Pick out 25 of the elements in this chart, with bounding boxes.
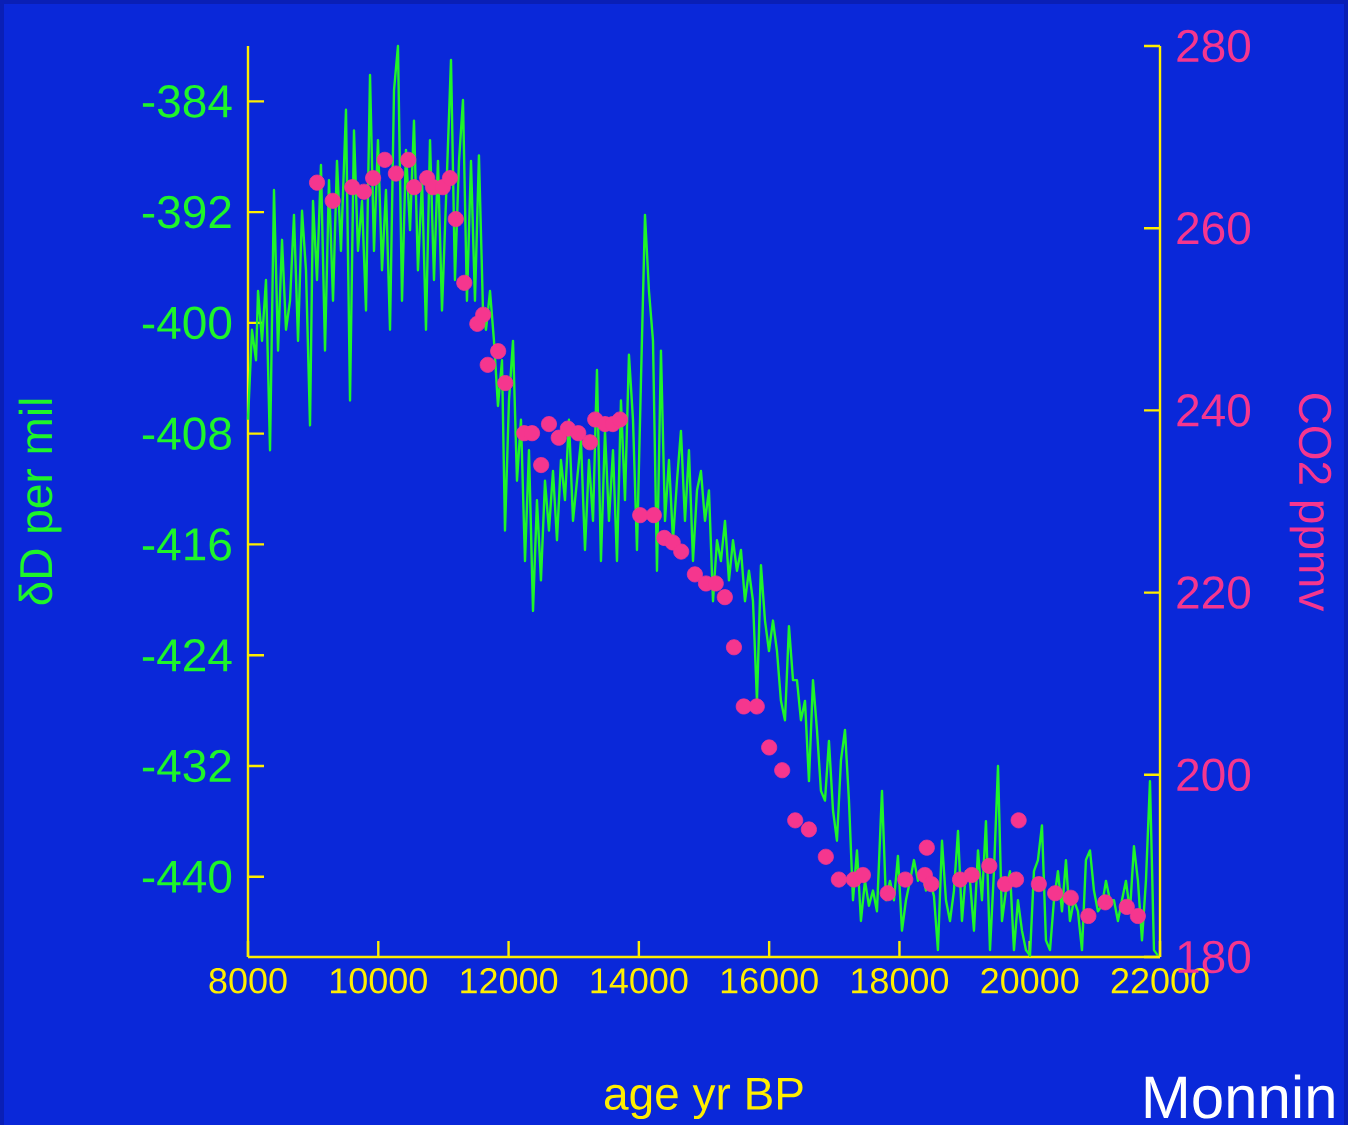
text: Monnin	[1145, 1074, 1334, 1119]
y-tick-label: -432	[142, 749, 231, 783]
y-axis-title: δD per mil	[18, 399, 62, 605]
y2-tick-label: 260	[1177, 211, 1251, 245]
y-tick-label: -440	[142, 860, 232, 893]
y-tick-label: -400	[142, 306, 232, 340]
x-tick-label: 14000	[591, 968, 688, 994]
y2-tick-label: 200	[1177, 758, 1251, 792]
y-tick-label: -392	[142, 195, 231, 229]
y-tick-label: -408	[142, 417, 231, 450]
x-axis-title: age yr BP	[604, 1077, 803, 1120]
line-series	[246, 44, 1160, 957]
y2-tick-label: 220	[1177, 576, 1251, 609]
x-tick-label: 12000	[461, 968, 558, 994]
y2-tick-label: 280	[1177, 29, 1251, 63]
x-tick-label: 16000	[721, 968, 818, 994]
y-tick-label: -384	[142, 85, 232, 118]
x-tick-label: 8000	[209, 968, 287, 994]
y2-tick-label: 240	[1177, 394, 1251, 427]
y2-axis-title: CO2 ppmv	[1289, 393, 1332, 612]
y-tick-label: -424	[142, 639, 232, 672]
x-tick-label: 18000	[852, 968, 949, 994]
y-tick-label: -416	[142, 528, 231, 561]
x-tick-label: 10000	[330, 968, 427, 994]
x-tick-label: 20000	[981, 968, 1079, 994]
